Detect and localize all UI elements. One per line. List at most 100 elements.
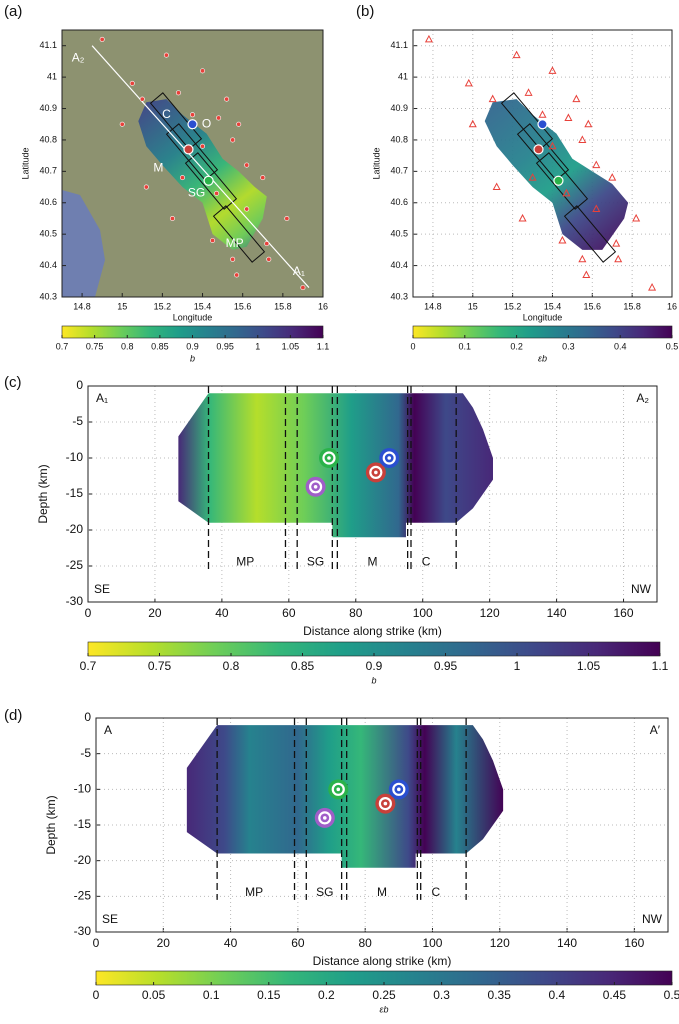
colorbar-tick-label: 0.3 bbox=[562, 341, 575, 351]
colorbar-tick-label: 0.05 bbox=[142, 988, 166, 1002]
x-tick-label: 14.8 bbox=[424, 301, 442, 311]
y-tick-label: -25 bbox=[74, 889, 92, 903]
colorbar-tick-label: 0.9 bbox=[366, 659, 383, 673]
y-tick-label: -5 bbox=[72, 414, 83, 428]
map-annotation: A₁ bbox=[293, 264, 305, 278]
y-tick-label: 40.6 bbox=[39, 197, 57, 207]
station bbox=[244, 206, 250, 212]
station bbox=[216, 115, 222, 121]
plot-frame bbox=[412, 29, 673, 298]
y-tick-label: 40.4 bbox=[390, 260, 408, 270]
x-tick-label: 15 bbox=[117, 301, 127, 311]
fault-segment bbox=[184, 152, 238, 210]
colorbar-tick-label: 0.9 bbox=[186, 341, 199, 351]
station bbox=[538, 110, 547, 118]
station bbox=[518, 213, 527, 222]
x-tick-label: 0 bbox=[93, 936, 100, 950]
profile-line bbox=[91, 45, 310, 288]
station bbox=[572, 94, 581, 103]
segment-label: C bbox=[431, 885, 440, 899]
epicenter bbox=[553, 175, 564, 186]
colorbar-tick-label: 0.45 bbox=[603, 988, 627, 1002]
x-tick-label: 16 bbox=[318, 301, 328, 311]
y-axis-label: Latitude bbox=[371, 147, 381, 179]
x-axis-label: Longitude bbox=[523, 312, 563, 322]
station bbox=[264, 241, 270, 247]
station bbox=[230, 137, 236, 143]
colorbar-tick-label: 0.5 bbox=[664, 988, 679, 1002]
station bbox=[578, 135, 587, 143]
y-tick-label: 40.5 bbox=[39, 229, 57, 239]
station bbox=[169, 215, 175, 221]
colorbar-tick-label: 0.85 bbox=[291, 659, 315, 673]
panel-label: (c) bbox=[4, 374, 22, 391]
y-axis-label: Depth (km) bbox=[36, 464, 50, 523]
y-tick-label: -30 bbox=[66, 594, 84, 608]
station bbox=[468, 119, 477, 128]
y-tick-label: 0 bbox=[76, 378, 83, 392]
y-tick-label: -15 bbox=[66, 486, 84, 500]
y-tick-label: 40.3 bbox=[390, 291, 408, 301]
y-tick-label: 41 bbox=[47, 71, 57, 81]
colorbar-tick-label: 0.5 bbox=[666, 341, 679, 351]
plot-frame bbox=[95, 717, 669, 933]
fault-segment bbox=[165, 123, 219, 181]
segment-label: MP bbox=[245, 885, 263, 899]
colorbar-tick-label: 1 bbox=[255, 341, 260, 351]
y-tick-label: -20 bbox=[66, 522, 84, 536]
x-tick-label: 15.6 bbox=[234, 301, 252, 311]
map-annotation: O bbox=[202, 116, 211, 130]
y-tick-label: -5 bbox=[80, 746, 91, 760]
corner-label: A′ bbox=[650, 723, 661, 737]
x-tick-label: 160 bbox=[614, 606, 634, 620]
colorbar-tick-label: 0.25 bbox=[372, 988, 396, 1002]
colorbar-tick-label: 0.2 bbox=[510, 341, 523, 351]
x-axis-label: Longitude bbox=[173, 312, 213, 322]
station bbox=[558, 235, 567, 244]
y-tick-label: 41.1 bbox=[39, 40, 57, 50]
x-tick-label: 15.4 bbox=[194, 301, 212, 311]
x-tick-label: 15.2 bbox=[504, 301, 522, 311]
fault-segment bbox=[563, 205, 617, 263]
plot-frame bbox=[61, 29, 324, 298]
colorbar-tick-label: 1.05 bbox=[282, 341, 300, 351]
station bbox=[260, 175, 266, 181]
y-tick-label: 40.8 bbox=[390, 134, 408, 144]
station bbox=[143, 184, 149, 190]
station bbox=[578, 254, 587, 263]
y-tick-label: 41 bbox=[398, 71, 408, 81]
x-axis-label: Distance along strike (km) bbox=[303, 624, 442, 638]
station bbox=[200, 143, 206, 149]
colorbar-tick-label: 0.95 bbox=[216, 341, 234, 351]
station bbox=[562, 188, 571, 197]
panel-label: (a) bbox=[4, 3, 22, 20]
station bbox=[548, 66, 557, 74]
corner-label: SE bbox=[102, 912, 118, 926]
colorbar-tick-label: 0.1 bbox=[459, 341, 472, 351]
station bbox=[163, 52, 169, 58]
y-tick-label: -10 bbox=[66, 450, 84, 464]
fault-segment bbox=[516, 123, 570, 181]
x-tick-label: 160 bbox=[624, 936, 644, 950]
x-tick-label: 40 bbox=[224, 936, 238, 950]
station bbox=[592, 204, 601, 213]
y-tick-label: 40.8 bbox=[39, 134, 57, 144]
corner-label: A₁ bbox=[96, 391, 108, 405]
epicenter bbox=[533, 144, 544, 155]
panel-label: (b) bbox=[356, 3, 374, 20]
x-tick-label: 140 bbox=[547, 606, 567, 620]
station bbox=[424, 34, 433, 43]
map-annotation: MP bbox=[226, 236, 244, 250]
station bbox=[284, 215, 290, 221]
colorbar-tick-label: 1.1 bbox=[652, 659, 669, 673]
hypocenter-dot bbox=[323, 816, 327, 820]
colorbar-tick-label: 0.35 bbox=[488, 988, 512, 1002]
hypocenter-dot bbox=[387, 456, 392, 460]
colorbar-tick-label: 0.3 bbox=[433, 988, 450, 1002]
corner-label: A₂ bbox=[636, 391, 649, 405]
y-tick-label: 40.9 bbox=[39, 103, 57, 113]
x-tick-label: 20 bbox=[157, 936, 171, 950]
x-tick-label: 140 bbox=[557, 936, 577, 950]
station bbox=[139, 96, 145, 102]
station bbox=[175, 90, 181, 96]
